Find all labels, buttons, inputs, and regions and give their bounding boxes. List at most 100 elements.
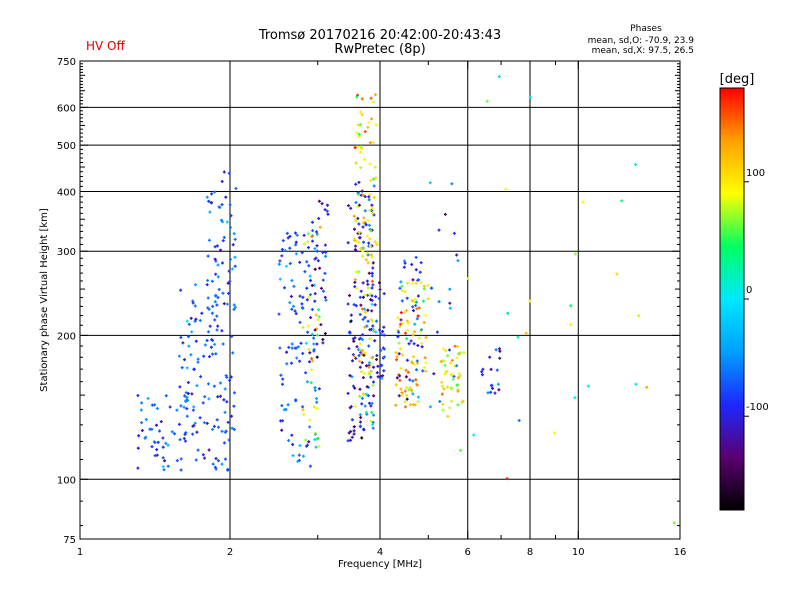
data-point-mark xyxy=(287,345,291,349)
data-point xyxy=(226,420,230,424)
data-point-mark xyxy=(360,307,364,311)
data-point xyxy=(308,274,312,278)
data-point xyxy=(311,239,314,243)
data-point xyxy=(506,311,510,315)
data-point xyxy=(288,301,292,305)
data-point-mark xyxy=(201,401,205,405)
data-point xyxy=(444,349,448,352)
data-point-mark xyxy=(370,356,374,360)
data-point xyxy=(215,418,219,422)
data-point-mark xyxy=(313,431,317,435)
data-point-mark xyxy=(528,299,532,303)
data-point-mark xyxy=(308,360,311,364)
data-point xyxy=(374,123,378,127)
colorbar-tick-label: 100 xyxy=(746,168,765,179)
data-point-mark xyxy=(302,413,306,416)
data-point-mark xyxy=(305,298,309,302)
data-point xyxy=(363,325,367,329)
data-point xyxy=(458,374,462,378)
data-point xyxy=(357,222,361,226)
data-point xyxy=(210,279,214,283)
data-point-mark xyxy=(211,427,214,431)
data-point xyxy=(407,388,411,392)
data-point xyxy=(441,402,445,406)
data-point-mark xyxy=(360,436,364,440)
data-point-mark xyxy=(452,375,456,378)
data-point xyxy=(136,466,140,470)
data-point-mark xyxy=(214,259,218,263)
data-point xyxy=(366,319,370,323)
data-point-mark xyxy=(311,239,314,243)
data-point-mark xyxy=(282,408,286,412)
data-point-mark xyxy=(397,394,401,398)
data-point xyxy=(408,386,412,390)
data-point-mark xyxy=(313,292,317,296)
data-point xyxy=(457,352,461,356)
data-point-mark xyxy=(232,232,236,236)
data-point xyxy=(192,424,196,428)
data-point-mark xyxy=(179,288,183,292)
data-point-mark xyxy=(226,420,230,424)
data-point-mark xyxy=(504,187,508,191)
data-point xyxy=(179,468,183,472)
data-point-mark xyxy=(405,309,408,312)
data-point-mark xyxy=(461,399,465,403)
data-point-mark xyxy=(196,357,200,361)
data-point xyxy=(363,195,367,199)
data-point-mark xyxy=(569,304,573,308)
data-point xyxy=(317,199,321,203)
data-point-mark xyxy=(399,280,403,284)
data-point xyxy=(310,284,314,287)
data-point-mark xyxy=(414,304,418,307)
data-point xyxy=(405,397,409,401)
data-point-mark xyxy=(361,249,365,253)
data-point xyxy=(184,431,188,435)
data-point-mark xyxy=(361,225,365,229)
data-point-mark xyxy=(372,177,375,181)
data-point xyxy=(286,403,290,407)
data-point xyxy=(397,394,401,398)
data-point xyxy=(315,244,319,248)
data-point-mark xyxy=(445,369,449,373)
y-tick-label: 400 xyxy=(57,187,76,198)
data-point xyxy=(412,309,415,313)
data-point xyxy=(232,307,236,311)
data-point-mark xyxy=(225,375,229,379)
data-point xyxy=(437,300,441,304)
data-point-mark xyxy=(214,352,218,356)
data-point-mark xyxy=(186,398,190,402)
data-point xyxy=(400,284,404,288)
data-point xyxy=(357,231,361,234)
data-point xyxy=(366,253,370,257)
data-point-mark xyxy=(148,427,152,431)
data-point xyxy=(424,369,428,373)
data-point-mark xyxy=(219,394,222,398)
y-tick-label: 600 xyxy=(57,103,76,114)
data-point xyxy=(452,375,456,378)
data-point-mark xyxy=(481,367,485,371)
data-point xyxy=(230,334,234,338)
data-point-mark xyxy=(290,346,294,350)
data-point-mark xyxy=(360,402,364,406)
data-point-mark xyxy=(184,391,188,395)
data-point-mark xyxy=(450,182,454,186)
data-point-mark xyxy=(302,454,305,458)
data-point-mark xyxy=(349,430,353,433)
data-point xyxy=(193,319,197,323)
data-point xyxy=(219,381,222,385)
data-point-mark xyxy=(179,468,183,472)
data-point xyxy=(313,328,317,332)
data-point-mark xyxy=(428,181,432,185)
data-point-mark xyxy=(361,333,365,337)
data-point xyxy=(140,429,144,432)
data-point xyxy=(424,336,428,339)
data-point-mark xyxy=(398,286,402,290)
y-tick-label: 300 xyxy=(57,247,76,258)
data-point xyxy=(480,373,484,377)
data-point-mark xyxy=(292,284,296,288)
data-point xyxy=(496,382,500,386)
data-point-mark xyxy=(368,370,372,374)
data-point xyxy=(219,394,222,398)
data-point-mark xyxy=(379,364,383,368)
